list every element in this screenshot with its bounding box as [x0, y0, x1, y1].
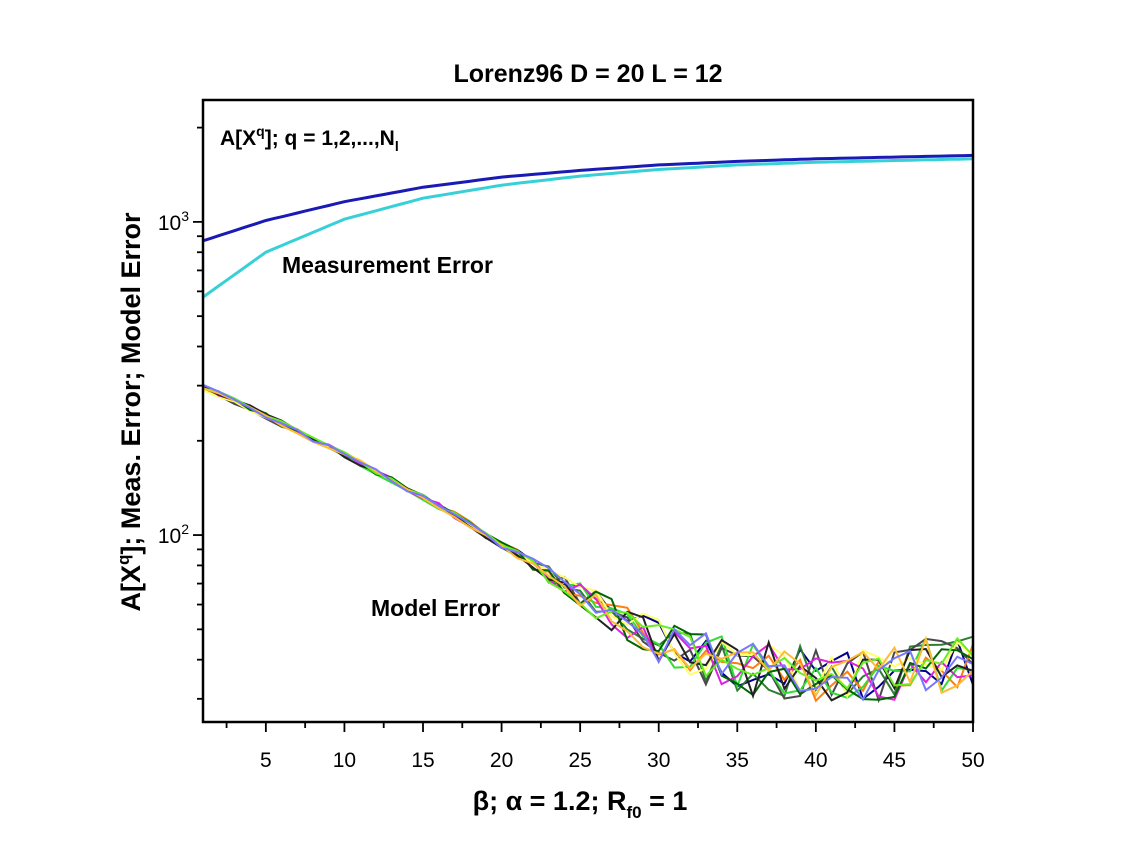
x-axis-label: β; α = 1.2; Rf0 = 1: [473, 786, 688, 822]
model-error-trace: [202, 384, 974, 704]
x-tick-label: 20: [490, 749, 513, 772]
model-error-trace: [202, 386, 974, 698]
x-tick-label: 15: [411, 749, 434, 772]
model-error-trace: [202, 384, 974, 699]
x-tick-label: 40: [804, 749, 827, 772]
model-error-trace: [202, 387, 974, 690]
x-axis: 5 10 15 20 25 30 35 40 45 50: [225, 722, 985, 772]
model-error-trace: [202, 383, 974, 702]
model-error-trace: [202, 389, 974, 700]
annotation-model-error: Model Error: [371, 595, 500, 621]
y-tick-label: 102: [158, 521, 189, 548]
x-tick-label: 45: [883, 749, 906, 772]
model-error-trace: [202, 385, 974, 701]
curves: [202, 153, 974, 299]
annotation-measurement-error: Measurement Error: [282, 252, 493, 278]
action-curve: [202, 153, 974, 243]
x-tick-label: 35: [726, 749, 749, 772]
model-error-trace: [202, 387, 974, 698]
y-tick-label: 103: [158, 208, 189, 235]
model-error-traces: [202, 383, 974, 704]
x-tick-label: 50: [961, 749, 984, 772]
model-error-trace: [202, 383, 974, 701]
x-tick-label: 10: [333, 749, 356, 772]
annotation-action: A[Xq]; q = 1,2,...,Nl: [220, 123, 399, 154]
y-axis: 102 103: [158, 126, 203, 700]
model-error-trace: [202, 384, 974, 702]
measurement-error-curve: [202, 157, 974, 299]
chart-title: Lorenz96 D = 20 L = 12: [453, 60, 722, 88]
plot-frame: [201, 98, 975, 724]
x-tick-label: 5: [260, 749, 272, 772]
y-axis-label: A[Xq]; Meas. Error; Model Error: [114, 212, 146, 611]
x-tick-label: 30: [647, 749, 670, 772]
model-error-trace: [202, 387, 974, 703]
x-tick-label: 25: [568, 749, 591, 772]
model-error-trace: [202, 389, 974, 701]
